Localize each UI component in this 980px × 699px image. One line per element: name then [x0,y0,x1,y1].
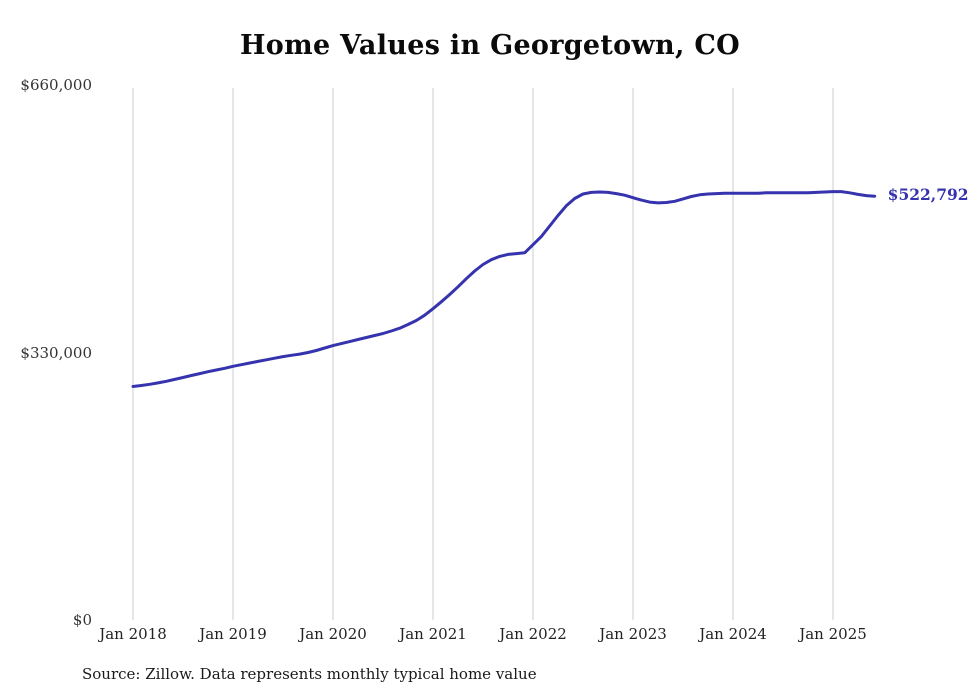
x-tick-label: Jan 2024 [699,625,767,643]
x-tick-label: Jan 2021 [399,625,467,643]
chart-title: Home Values in Georgetown, CO [240,30,740,61]
y-axis-tick-middle: $330,000 [20,344,92,362]
x-tick-label: Jan 2020 [299,625,367,643]
y-axis-tick-zero: $0 [72,611,92,629]
source-note: Source: Zillow. Data represents monthly … [82,665,537,683]
home-value-line [131,190,877,388]
x-tick-label: Jan 2022 [499,625,567,643]
x-tick-label: Jan 2025 [799,625,867,643]
y-axis-tick-top: $660,000 [20,76,92,94]
x-tick-label: Jan 2023 [599,625,667,643]
latest-value-label: $522,792 [887,185,969,205]
x-tick-label: Jan 2018 [99,625,167,643]
x-tick-label: Jan 2019 [199,625,267,643]
